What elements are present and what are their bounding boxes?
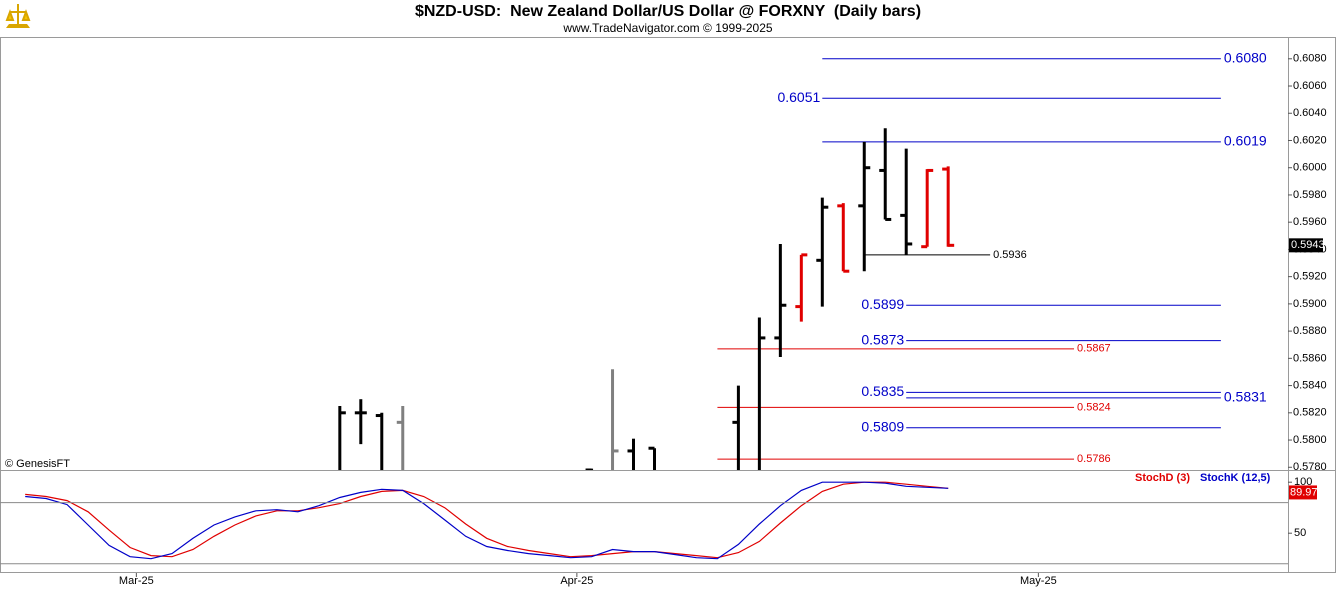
level-label: 0.6019	[1224, 133, 1267, 149]
y-tick-label: 0.5900	[1293, 298, 1327, 310]
price-pane	[338, 58, 1221, 470]
legend-entry: StochD (3)	[1135, 472, 1190, 484]
y-tick-label: 0.5840	[1293, 379, 1327, 391]
y-tick-label: 0.5880	[1293, 325, 1327, 337]
logo	[5, 4, 31, 28]
y-tick-label: 0.6020	[1293, 134, 1327, 146]
level-label: 0.5824	[1077, 401, 1111, 413]
y-tick-label: 0.5780	[1293, 461, 1327, 473]
y-tick-label: 100	[1294, 476, 1312, 488]
level-label: 0.5873	[861, 331, 904, 347]
last-value-box	[1289, 485, 1317, 500]
stoch-pane	[25, 481, 949, 560]
y-tick-label: 50	[1294, 527, 1306, 539]
y-tick-label: 0.5800	[1293, 434, 1327, 446]
last-value-label: 89.97	[1290, 486, 1318, 498]
y-tick-label: 0.5920	[1293, 271, 1327, 283]
level-label: 0.5936	[993, 249, 1027, 261]
stoch-line	[25, 481, 949, 560]
level-label: 0.6051	[777, 89, 820, 105]
stoch-line	[25, 481, 949, 559]
y-tick-label: 0.5980	[1293, 189, 1327, 201]
y-tick-label: 0.6060	[1293, 80, 1327, 92]
y-tick-label: 0.6040	[1293, 107, 1327, 119]
y-tick-label: 0.5860	[1293, 352, 1327, 364]
y-tick-label: 0.6080	[1293, 53, 1327, 65]
last-price-box	[1289, 238, 1323, 253]
y-tick-label: 0.5960	[1293, 216, 1327, 228]
level-label: 0.5809	[861, 418, 904, 434]
level-label: 0.5835	[861, 383, 904, 399]
credit: © GenesisFT	[5, 458, 70, 470]
level-label: 0.5786	[1077, 453, 1111, 465]
legend-entry: StochK (12,5)	[1200, 472, 1271, 484]
chart-title: $NZD-USD: New Zealand Dollar/US Dollar @…	[415, 3, 921, 20]
y-tick-label: 0.5820	[1293, 407, 1327, 419]
level-label: 0.5831	[1224, 389, 1267, 405]
x-tick-label: May-25	[1020, 575, 1057, 587]
y-tick-label: 0.6000	[1293, 162, 1327, 174]
x-tick-label: Mar-25	[119, 575, 154, 587]
level-label: 0.6080	[1224, 49, 1267, 65]
last-price-label: 0.5943	[1291, 239, 1325, 251]
level-label: 0.5867	[1077, 343, 1111, 355]
chart-subtitle: www.TradeNavigator.com © 1999-2025	[562, 21, 772, 35]
x-tick-label: Apr-25	[560, 575, 593, 587]
level-label: 0.5899	[861, 296, 904, 312]
